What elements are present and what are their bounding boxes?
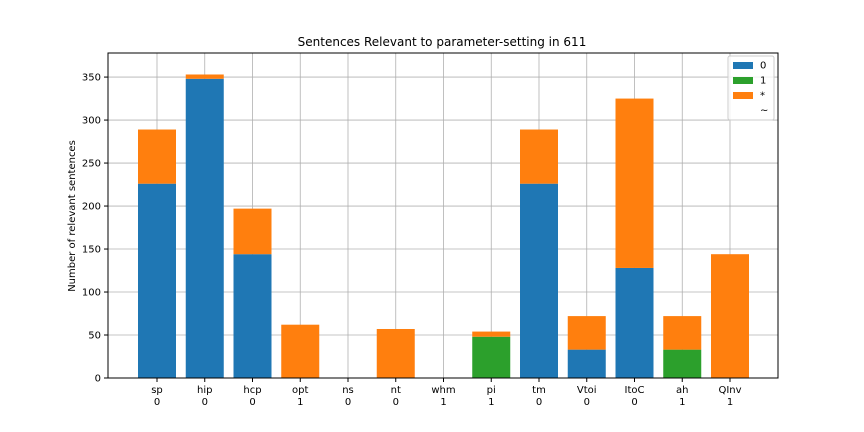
chart-title: Sentences Relevant to parameter-setting … <box>298 35 587 49</box>
x-tick-label: hip <box>197 385 212 396</box>
x-tick-sublabel: 0 <box>154 397 160 408</box>
bar-segment <box>138 183 176 378</box>
bar-segment <box>520 129 558 184</box>
legend-swatch <box>733 62 753 69</box>
bar-segment <box>281 324 320 378</box>
bars <box>138 74 749 379</box>
bar-segment <box>138 129 176 184</box>
bar-segment <box>185 78 224 379</box>
y-tick-label: 100 <box>82 288 101 299</box>
x-tick-sublabel: 1 <box>727 397 733 408</box>
x-tick-label: ah <box>676 385 688 396</box>
legend-label: * <box>760 91 765 102</box>
x-tick-sublabel: 0 <box>393 397 399 408</box>
x-tick-label: nt <box>391 385 401 396</box>
bar-segment <box>615 267 654 378</box>
bar-segment <box>567 316 606 350</box>
x-tick-label: Vtoi <box>577 385 597 396</box>
y-tick-label: 300 <box>82 116 101 127</box>
legend-label: ~ <box>760 106 768 117</box>
x-tick-sublabel: 0 <box>202 397 208 408</box>
bar-segment <box>376 328 415 378</box>
x-tick-label: ItoC <box>625 385 645 396</box>
bar-segment <box>615 98 654 268</box>
legend-frame <box>727 55 775 121</box>
bar-segment <box>233 254 272 378</box>
x-tick-sublabel: 0 <box>249 397 255 408</box>
bar-segment <box>472 336 511 378</box>
y-axis-ticks: 0 50 100 150 200 250 300 350 <box>82 73 108 385</box>
x-tick-label: sp <box>151 385 163 396</box>
legend-label: 1 <box>760 76 766 87</box>
x-tick-sublabel: 1 <box>679 397 685 408</box>
bar-segment <box>472 331 511 337</box>
legend-swatch <box>733 92 753 99</box>
x-tick-label: ns <box>342 385 354 396</box>
x-tick-label: hcp <box>243 385 261 396</box>
x-axis-ticks: sp0hip0hcp0opt1ns0nt0whm1pi1tm0Vtoi0ItoC… <box>151 378 742 408</box>
bar-segment <box>520 183 558 378</box>
y-tick-label: 200 <box>82 202 101 213</box>
y-tick-label: 0 <box>95 374 101 385</box>
x-tick-sublabel: 1 <box>488 397 494 408</box>
y-tick-label: 50 <box>88 331 101 342</box>
x-tick-label: opt <box>292 385 308 396</box>
x-tick-sublabel: 1 <box>440 397 446 408</box>
x-tick-sublabel: 0 <box>345 397 351 408</box>
bar-segment <box>663 349 702 378</box>
x-tick-sublabel: 0 <box>631 397 637 408</box>
bar-segment <box>185 74 224 79</box>
x-tick-label: pi <box>487 385 496 396</box>
legend-label: 0 <box>760 61 766 72</box>
bar-segment <box>711 254 749 378</box>
x-tick-sublabel: 1 <box>297 397 303 408</box>
legend-swatch <box>733 77 753 84</box>
x-tick-label: whm <box>431 385 455 396</box>
x-tick-label: QInv <box>718 385 741 396</box>
y-axis-label: Number of relevant sentences <box>67 140 78 292</box>
bar-segment <box>663 316 702 350</box>
y-tick-label: 150 <box>82 245 101 256</box>
x-tick-sublabel: 0 <box>536 397 542 408</box>
legend: 0 1 * ~ <box>727 55 775 121</box>
bar-segment <box>233 208 272 255</box>
x-tick-label: tm <box>532 385 546 396</box>
x-tick-sublabel: 0 <box>584 397 590 408</box>
y-tick-label: 250 <box>82 159 101 170</box>
bar-segment <box>567 349 606 378</box>
y-tick-label: 350 <box>82 73 101 84</box>
